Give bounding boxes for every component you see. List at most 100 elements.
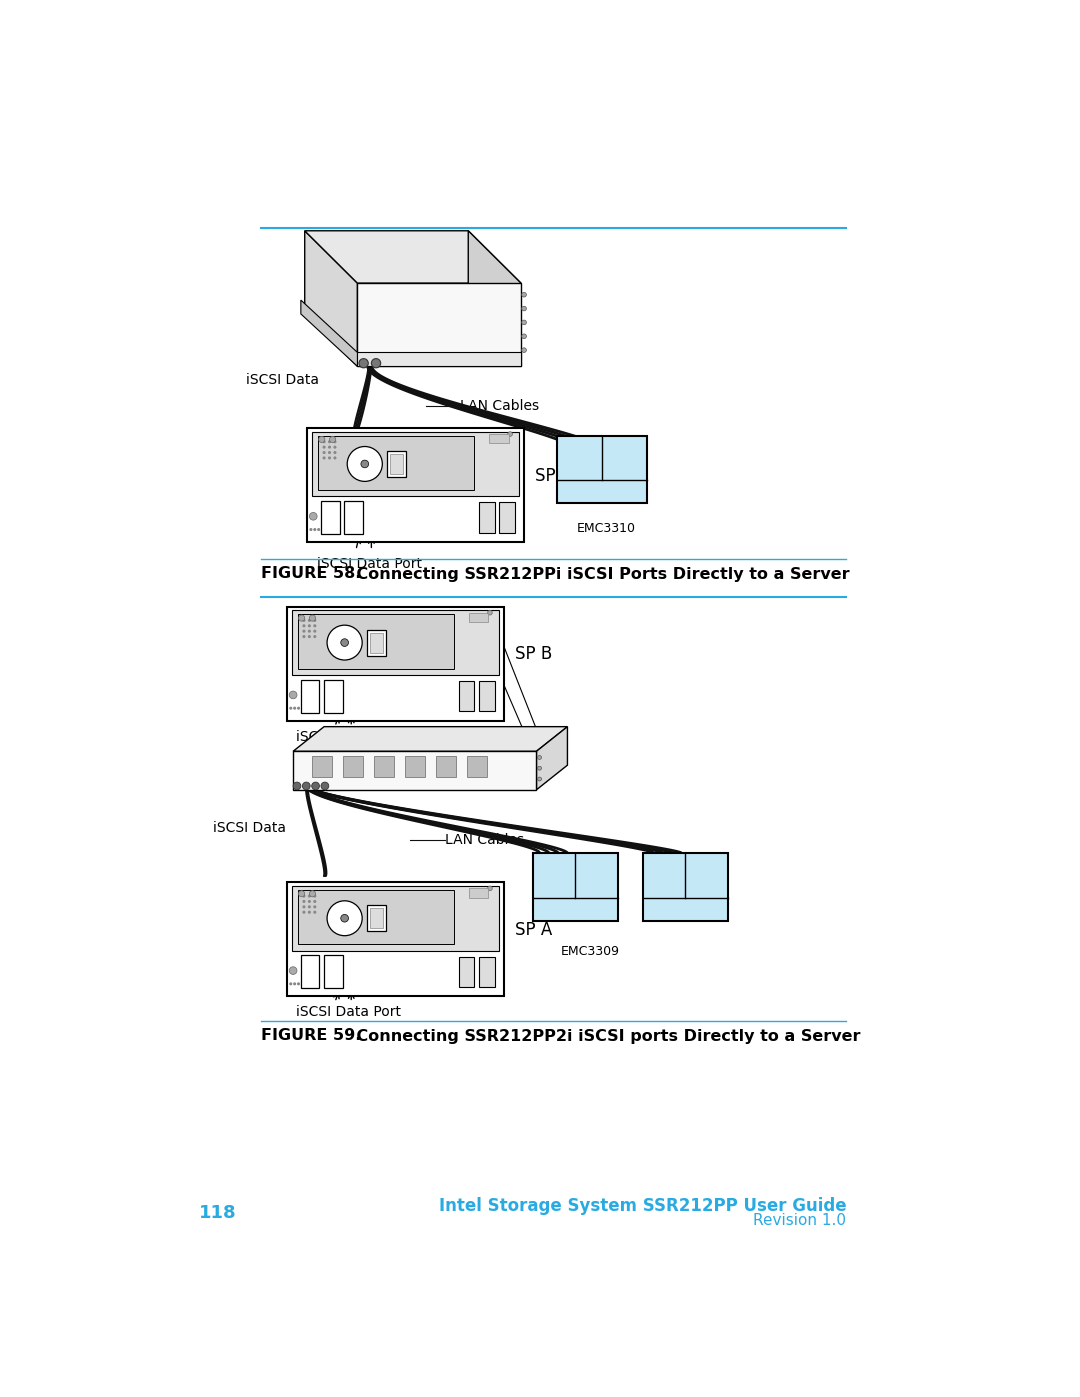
Circle shape — [289, 967, 297, 975]
Circle shape — [327, 901, 362, 936]
Polygon shape — [307, 427, 524, 542]
Polygon shape — [375, 756, 394, 778]
Circle shape — [309, 891, 315, 897]
Text: HBA: HBA — [693, 862, 719, 875]
Text: iSCSI Data Port: iSCSI Data Port — [296, 729, 402, 743]
Polygon shape — [305, 231, 521, 284]
Circle shape — [313, 900, 316, 902]
Text: HBA: HBA — [583, 862, 610, 875]
Circle shape — [309, 528, 312, 531]
Text: EMC3310: EMC3310 — [577, 522, 636, 535]
Text: HBA: HBA — [611, 444, 637, 457]
Circle shape — [347, 447, 382, 482]
Circle shape — [313, 911, 316, 914]
Circle shape — [522, 320, 526, 324]
Text: Revision 1.0: Revision 1.0 — [754, 1214, 847, 1228]
Polygon shape — [367, 905, 387, 932]
Circle shape — [323, 440, 326, 443]
Circle shape — [302, 624, 306, 627]
Circle shape — [298, 615, 305, 622]
Polygon shape — [499, 503, 515, 532]
Text: or NIC: or NIC — [579, 880, 613, 890]
Circle shape — [319, 436, 325, 443]
Polygon shape — [292, 886, 499, 950]
Polygon shape — [469, 613, 488, 622]
Polygon shape — [293, 726, 567, 752]
Circle shape — [361, 460, 368, 468]
Circle shape — [313, 528, 316, 531]
Circle shape — [302, 905, 306, 908]
Text: 118: 118 — [199, 1204, 237, 1222]
Circle shape — [302, 911, 306, 914]
Circle shape — [308, 911, 311, 914]
Circle shape — [313, 894, 316, 898]
Circle shape — [341, 915, 349, 922]
Text: FIGURE 59.: FIGURE 59. — [260, 1028, 361, 1044]
Circle shape — [309, 513, 318, 520]
Text: or NIC: or NIC — [607, 464, 642, 474]
Circle shape — [313, 636, 316, 638]
Circle shape — [488, 886, 492, 891]
Circle shape — [313, 624, 316, 627]
Circle shape — [289, 707, 293, 710]
Polygon shape — [298, 890, 454, 944]
Circle shape — [302, 900, 306, 902]
Text: Server: Server — [660, 901, 711, 916]
Polygon shape — [357, 284, 521, 366]
Circle shape — [508, 432, 512, 436]
Circle shape — [341, 638, 349, 647]
Polygon shape — [357, 352, 521, 366]
Polygon shape — [370, 908, 383, 928]
Polygon shape — [387, 451, 406, 476]
Circle shape — [328, 457, 332, 460]
Text: or NIC: or NIC — [537, 880, 571, 890]
Circle shape — [308, 905, 311, 908]
Polygon shape — [469, 231, 521, 366]
Circle shape — [308, 900, 311, 902]
Polygon shape — [459, 957, 474, 986]
Polygon shape — [459, 682, 474, 711]
Circle shape — [323, 446, 326, 448]
Circle shape — [297, 707, 300, 710]
Text: or NIC: or NIC — [689, 880, 724, 890]
Text: iSCSI Data Port: iSCSI Data Port — [316, 557, 421, 571]
Circle shape — [293, 982, 296, 985]
Circle shape — [488, 610, 492, 615]
Polygon shape — [301, 956, 320, 989]
Circle shape — [538, 777, 541, 781]
Polygon shape — [436, 756, 456, 778]
Circle shape — [302, 782, 310, 789]
Polygon shape — [287, 606, 504, 721]
Polygon shape — [298, 615, 454, 669]
Polygon shape — [557, 436, 647, 503]
Circle shape — [323, 457, 326, 460]
Text: Intel Storage System SSR212PP User Guide: Intel Storage System SSR212PP User Guide — [438, 1197, 847, 1214]
Polygon shape — [480, 503, 495, 532]
Circle shape — [328, 446, 332, 448]
Text: HBA: HBA — [566, 444, 593, 457]
Circle shape — [289, 692, 297, 698]
Circle shape — [522, 292, 526, 298]
Circle shape — [308, 894, 311, 898]
Polygon shape — [480, 957, 495, 986]
Circle shape — [328, 440, 332, 443]
Circle shape — [538, 767, 541, 770]
Text: iSCSI Data: iSCSI Data — [245, 373, 319, 387]
Polygon shape — [345, 502, 363, 534]
Circle shape — [538, 756, 541, 760]
Circle shape — [334, 451, 337, 454]
Text: LAN Cables: LAN Cables — [445, 833, 524, 847]
Text: HBA: HBA — [541, 862, 567, 875]
Circle shape — [323, 451, 326, 454]
Polygon shape — [305, 231, 357, 366]
Circle shape — [334, 457, 337, 460]
Text: LAN Cables: LAN Cables — [460, 398, 540, 412]
Polygon shape — [324, 956, 342, 989]
Circle shape — [329, 436, 336, 443]
Polygon shape — [321, 502, 339, 534]
Polygon shape — [292, 610, 499, 675]
Polygon shape — [489, 434, 509, 443]
Circle shape — [334, 446, 337, 448]
Circle shape — [308, 619, 311, 622]
Circle shape — [327, 624, 362, 659]
